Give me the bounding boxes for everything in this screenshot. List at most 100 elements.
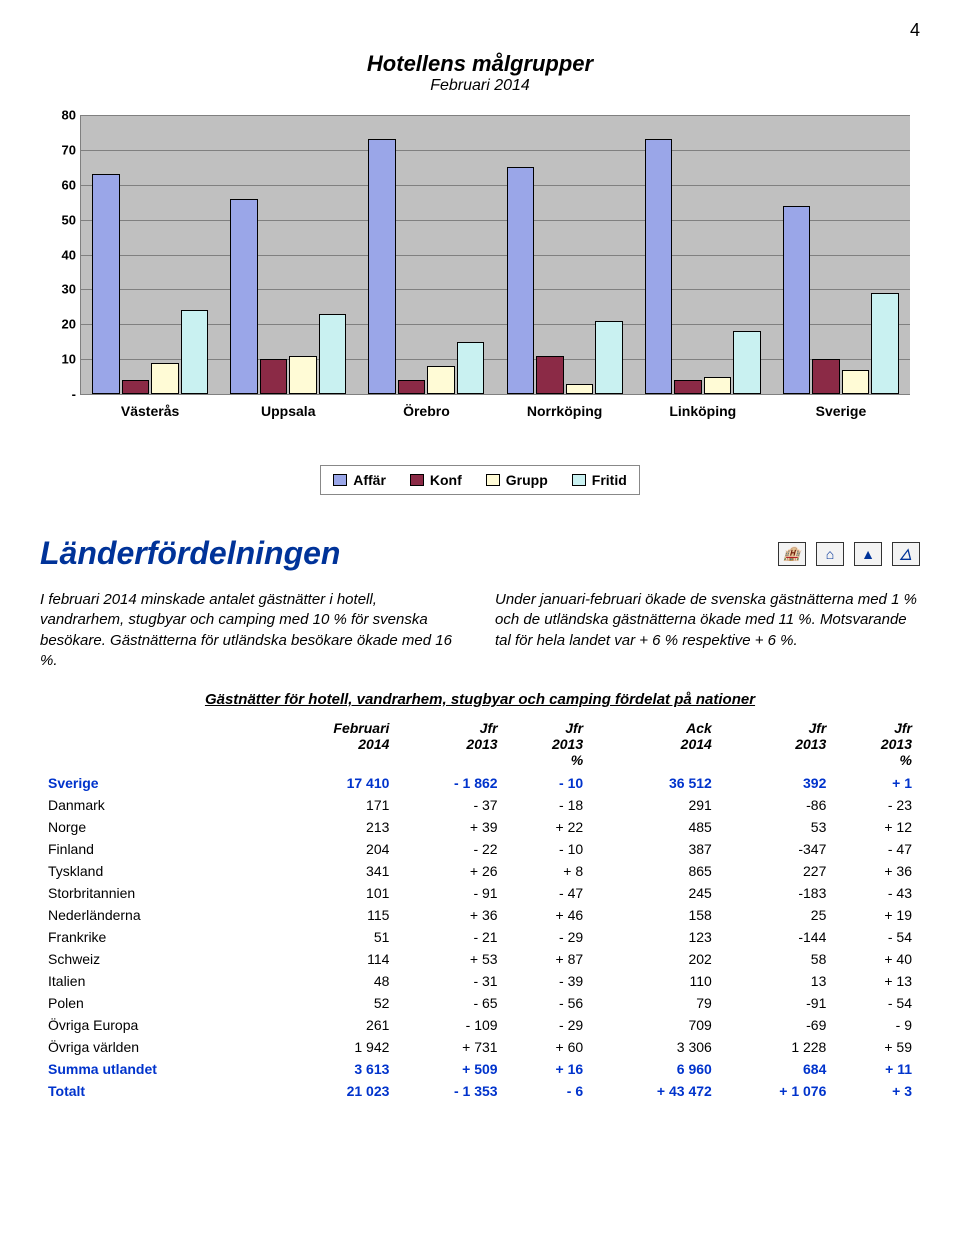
table-cell: 684 <box>720 1058 835 1080</box>
table-cell: 3 306 <box>591 1036 720 1058</box>
table-cell: - 54 <box>834 992 920 1014</box>
table-cell: - 21 <box>397 926 505 948</box>
chart-bar <box>427 366 455 394</box>
table-cell: + 60 <box>506 1036 592 1058</box>
chart-bar <box>871 293 899 394</box>
table-cell: -183 <box>720 882 835 904</box>
table-cell: - 22 <box>397 838 505 860</box>
table-cell: - 56 <box>506 992 592 1014</box>
chart-group: Uppsala <box>219 115 357 394</box>
legend-label: Fritid <box>592 472 627 488</box>
table-cell: 48 <box>267 970 398 992</box>
table-cell: Tyskland <box>40 860 267 882</box>
table-cell: 25 <box>720 904 835 926</box>
table-cell: - 10 <box>506 838 592 860</box>
section-heading: Länderfördelningen 🏨⌂▲△ <box>40 535 920 572</box>
table-header: Ack2014 <box>591 716 720 772</box>
table-cell: 709 <box>591 1014 720 1036</box>
legend-label: Konf <box>430 472 462 488</box>
chart-ytick: 30 <box>46 282 76 297</box>
table-row: Sverige17 410- 1 862- 1036 512392+ 1 <box>40 772 920 794</box>
accommodation-icon: ▲ <box>854 542 882 566</box>
table-cell: 17 410 <box>267 772 398 794</box>
table-header: Jfr2013% <box>834 716 920 772</box>
chart-bar <box>92 174 120 394</box>
legend-item: Fritid <box>572 472 627 488</box>
accommodation-icon: ⌂ <box>816 542 844 566</box>
chart-bar <box>783 206 811 394</box>
table-cell: Italien <box>40 970 267 992</box>
table-cell: 110 <box>591 970 720 992</box>
table-cell: + 509 <box>397 1058 505 1080</box>
table-cell: Övriga världen <box>40 1036 267 1058</box>
table-cell: 158 <box>591 904 720 926</box>
table-header: Februari2014 <box>267 716 398 772</box>
chart-group: Norrköping <box>496 115 634 394</box>
table-cell: + 40 <box>834 948 920 970</box>
table-cell: - 29 <box>506 926 592 948</box>
table-cell: Nederländerna <box>40 904 267 926</box>
table-cell: 245 <box>591 882 720 904</box>
legend-item: Grupp <box>486 472 548 488</box>
table-cell: - 54 <box>834 926 920 948</box>
chart-bar <box>704 377 732 394</box>
chart-ytick: 80 <box>46 108 76 123</box>
chart-bar <box>151 363 179 394</box>
table-cell: 52 <box>267 992 398 1014</box>
chart-bar <box>398 380 426 394</box>
chart-bar <box>289 356 317 394</box>
table-row: Övriga Europa261- 109- 29709-69- 9 <box>40 1014 920 1036</box>
table-header: Jfr2013 <box>720 716 835 772</box>
chart-bar <box>230 199 258 394</box>
chart-bar <box>181 310 209 394</box>
table-row: Danmark171- 37- 18291-86- 23 <box>40 794 920 816</box>
table-cell: Norge <box>40 816 267 838</box>
table-cell: + 731 <box>397 1036 505 1058</box>
chart-xlabel: Västerås <box>81 403 219 419</box>
table-row: Finland204- 22- 10387-347- 47 <box>40 838 920 860</box>
table-cell: - 91 <box>397 882 505 904</box>
legend-item: Affär <box>333 472 386 488</box>
table-cell: 3 613 <box>267 1058 398 1080</box>
table-cell: 865 <box>591 860 720 882</box>
chart-bar <box>733 331 761 394</box>
table-cell: Storbritannien <box>40 882 267 904</box>
table-caption: Gästnätter för hotell, vandrarhem, stugb… <box>40 691 920 708</box>
chart-bar <box>368 139 396 394</box>
chart-bar <box>566 384 594 394</box>
chart-xlabel: Örebro <box>357 403 495 419</box>
table-cell: + 36 <box>834 860 920 882</box>
table-cell: 36 512 <box>591 772 720 794</box>
chart-ytick: 20 <box>46 317 76 332</box>
table-cell: + 3 <box>834 1080 920 1102</box>
legend-swatch <box>333 474 347 486</box>
table-cell: 21 023 <box>267 1080 398 1102</box>
chart-ytick: - <box>46 387 76 402</box>
chart-xlabel: Norrköping <box>496 403 634 419</box>
table-cell: 51 <box>267 926 398 948</box>
page-number: 4 <box>40 20 920 41</box>
table-cell: - 39 <box>506 970 592 992</box>
legend-label: Affär <box>353 472 386 488</box>
table-cell: + 36 <box>397 904 505 926</box>
chart-xlabel: Linköping <box>634 403 772 419</box>
table-cell: + 53 <box>397 948 505 970</box>
table-cell: + 43 472 <box>591 1080 720 1102</box>
table-cell: 387 <box>591 838 720 860</box>
chart-bar <box>842 370 870 394</box>
chart-group: Sverige <box>772 115 910 394</box>
table-row: Totalt21 023- 1 353- 6+ 43 472+ 1 076+ 3 <box>40 1080 920 1102</box>
table-cell: 1 942 <box>267 1036 398 1058</box>
table-cell: 291 <box>591 794 720 816</box>
table-cell: + 39 <box>397 816 505 838</box>
table-cell: 123 <box>591 926 720 948</box>
table-cell: 341 <box>267 860 398 882</box>
table-cell: Sverige <box>40 772 267 794</box>
table-cell: 58 <box>720 948 835 970</box>
chart-bar <box>507 167 535 394</box>
table-cell: Danmark <box>40 794 267 816</box>
table-cell: + 19 <box>834 904 920 926</box>
table-cell: 213 <box>267 816 398 838</box>
table-cell: + 59 <box>834 1036 920 1058</box>
accommodation-icon: △ <box>892 542 920 566</box>
